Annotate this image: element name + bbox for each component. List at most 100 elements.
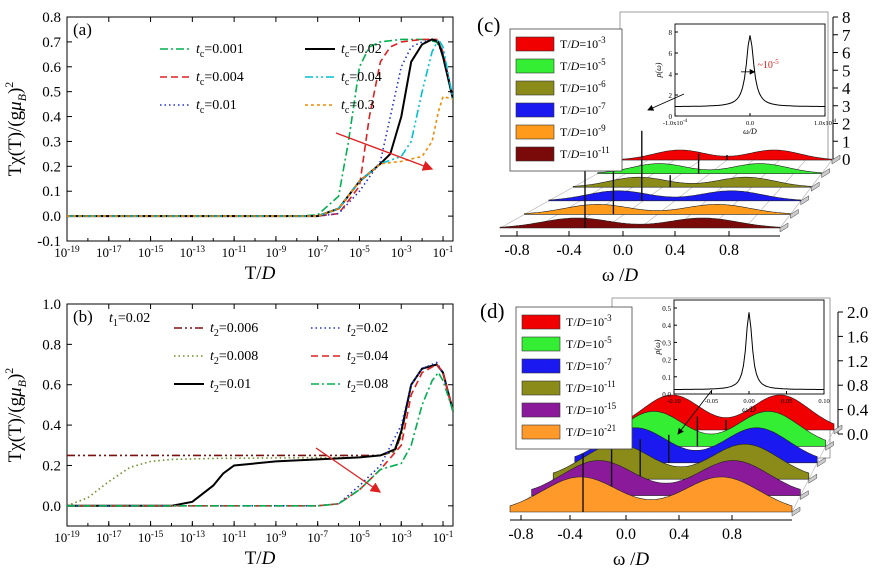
z-tick-label: 0.4 <box>847 401 869 420</box>
legend-label: tc=0.3 <box>341 98 375 116</box>
legend-label: T/D=10-11 <box>560 145 610 161</box>
panel-a: 10-19 10-17 10-15 10-13 10-11 10-9 10-7 10-5 10-… <box>2 10 454 284</box>
x-tick-label: 10-19 <box>54 245 80 260</box>
slab-edge <box>821 168 830 179</box>
spectrum-slab <box>509 476 793 513</box>
x-tick-label: 10-15 <box>138 245 164 260</box>
inset-x-tick-label: -0.05 <box>705 398 719 405</box>
x-tick-label: 10-5 <box>349 245 370 260</box>
inset-y-tick-label: 2 <box>669 92 673 100</box>
series-line <box>67 371 454 507</box>
z-tick-label: 0 <box>842 150 851 169</box>
trend-arrow <box>335 132 434 171</box>
legend-swatch <box>521 358 561 374</box>
x-tick-label: 0.0 <box>613 242 633 259</box>
x-tick-label: 0.8 <box>719 242 739 259</box>
y-tick-label: 0.2 <box>42 458 61 474</box>
inset-y-tick-label: 6 <box>669 50 673 58</box>
legend-label: t2=0.01 <box>210 377 251 395</box>
z-tick-label: 5 <box>842 61 851 80</box>
inset-x-tick-label: 0.10 <box>818 398 829 405</box>
x-tick-label: 10-17 <box>96 530 122 545</box>
legend-label: T/D=10-3 <box>566 313 612 329</box>
inset-x-label: ω/D <box>742 405 756 414</box>
legend-label: T/D=10-15 <box>566 401 617 417</box>
inset-x-label: ω/D <box>743 127 757 136</box>
legend-label: T/D=10-5 <box>560 57 606 73</box>
y-tick-label: 0.8 <box>42 10 61 26</box>
legend-swatch <box>521 314 561 330</box>
x-tick-label: 10-9 <box>266 530 287 545</box>
x-tick-label: 10-1 <box>433 530 454 545</box>
legend-swatch <box>515 36 555 52</box>
legend-label: T/D=10-3 <box>560 35 606 51</box>
slab-edge <box>790 208 799 219</box>
legend-label: t2=0.08 <box>347 377 388 395</box>
series-line <box>67 38 454 218</box>
y-tick-label: 0.5 <box>42 85 61 101</box>
x-tick-label: 10-5 <box>349 530 370 545</box>
x-tick-label: 0.4 <box>665 242 685 259</box>
series-line <box>67 361 454 507</box>
z-tick-label: 2 <box>842 115 851 134</box>
slab-edge <box>833 424 843 435</box>
legend-label: T/D=10-7 <box>566 357 612 373</box>
inset-curve <box>675 35 825 107</box>
x-tick-label: 10-7 <box>307 245 328 260</box>
inset-x-tick-label: -0.10 <box>667 398 681 405</box>
x-tick-label: -0.4 <box>556 242 581 259</box>
inset-annotation: ~10-5 <box>758 58 780 71</box>
series-line <box>67 363 454 507</box>
y-tick-label: 0.6 <box>42 60 61 76</box>
legend-label: t2=0.008 <box>210 349 258 367</box>
legend-label: tc=0.02 <box>341 42 382 60</box>
x-tick-label: 10-3 <box>391 530 412 545</box>
legend-label: t2=0.02 <box>347 321 388 339</box>
x-tick-label: 10-3 <box>391 245 412 260</box>
floor-gridline <box>779 159 833 229</box>
series-line <box>67 363 454 507</box>
inset-y-tick-label: 0.0 <box>662 391 671 399</box>
series-line <box>67 38 454 217</box>
inset-y-tick-label: 0.2 <box>662 357 671 365</box>
x-tick-label: -0.8 <box>508 526 533 543</box>
x-tick-label: 10-11 <box>222 530 247 545</box>
y-tick-label: -0.1 <box>37 234 61 250</box>
z-tick-label: 0.0 <box>847 425 868 444</box>
y-tick-label: 0.1 <box>42 184 61 200</box>
z-tick-label: 4 <box>842 79 851 98</box>
panel-label: (b) <box>73 307 93 326</box>
slab-edge <box>791 506 801 517</box>
inset-y-tick-label: 0.4 <box>662 322 671 330</box>
y-tick-label: 0.3 <box>42 134 61 150</box>
series-line <box>67 37 454 217</box>
x-tick-label: -0.8 <box>504 242 529 259</box>
inset-pointer <box>647 93 685 111</box>
panel-label: (d) <box>480 299 505 323</box>
z-tick-label: 7 <box>842 26 851 45</box>
panel-label: (c) <box>477 13 500 37</box>
floor-gridline <box>791 429 835 513</box>
legend-label: tc=0.04 <box>341 70 382 88</box>
x-tick-label: 10-9 <box>266 245 287 260</box>
x-tick-label: -0.4 <box>557 526 582 543</box>
x-tick-label: 10-11 <box>222 245 247 260</box>
slab-edge <box>800 490 809 501</box>
series-line <box>67 38 454 217</box>
legend-label: T/D=10-5 <box>566 335 612 351</box>
inset-curve <box>674 312 824 390</box>
y-tick-label: 0.6 <box>42 378 61 394</box>
series-line <box>66 363 454 507</box>
inset-y-label: ρ(ω) <box>654 62 663 78</box>
inset-y-tick-label: 4 <box>669 71 673 79</box>
inset-x-tick-label: 0.05 <box>781 398 792 405</box>
spectrum-slab <box>572 176 812 188</box>
panel-label: (a) <box>73 20 92 39</box>
x-tick-label: 10-19 <box>54 530 80 545</box>
x-tick-label: 10-1 <box>433 245 454 260</box>
series-line <box>67 363 454 457</box>
inset-x-tick-label: -1.0x10-4 <box>663 119 688 127</box>
legend-label: t1=0.02 <box>109 311 150 329</box>
y-tick-label: 1.0 <box>42 297 61 313</box>
